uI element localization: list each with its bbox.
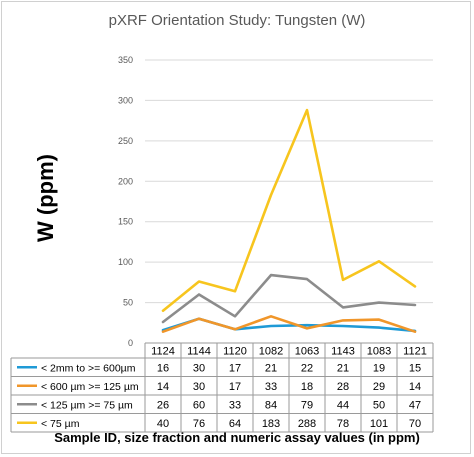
- x-tick-label: 1121: [403, 346, 427, 358]
- x-tick-label: 1083: [367, 346, 391, 358]
- data-label: 22: [301, 362, 313, 374]
- data-label: 26: [157, 399, 169, 411]
- data-label: 33: [229, 399, 241, 411]
- data-label: 64: [229, 418, 241, 430]
- x-tick-label: 1143: [331, 346, 355, 358]
- data-label: 14: [409, 381, 421, 393]
- y-tick-label: 350: [118, 55, 133, 65]
- legend-label: < 125 µm >= 75 µm: [41, 399, 133, 411]
- data-label: 40: [157, 418, 169, 430]
- data-label: 19: [373, 362, 385, 374]
- y-tick-label: 0: [128, 338, 133, 348]
- series-line: [161, 273, 417, 324]
- y-tick-label: 150: [118, 217, 133, 227]
- data-label: 28: [337, 381, 349, 393]
- y-tick-label: 100: [118, 257, 133, 267]
- y-tick-label: 200: [118, 176, 133, 186]
- data-label: 70: [409, 418, 421, 430]
- data-label: 17: [229, 362, 241, 374]
- series-line: [161, 108, 417, 313]
- data-label: 21: [265, 362, 277, 374]
- data-label: 76: [193, 418, 205, 430]
- series-line: [161, 314, 417, 334]
- legend-label: < 600 µm >= 125 µm: [41, 381, 139, 393]
- data-label: 84: [265, 399, 277, 411]
- x-tick-label: 1124: [151, 346, 175, 358]
- data-label: 33: [265, 381, 277, 393]
- x-tick-label: 1063: [295, 346, 319, 358]
- data-label: 17: [229, 381, 241, 393]
- y-tick-label: 250: [118, 136, 133, 146]
- data-label: 29: [373, 381, 385, 393]
- x-tick-label: 1120: [223, 346, 247, 358]
- legend-label: < 75 µm: [41, 418, 80, 430]
- legend-label: < 2mm to >= 600µm: [41, 362, 136, 374]
- data-label: 30: [193, 381, 205, 393]
- y-tick-label: 50: [123, 298, 133, 308]
- data-label: 288: [298, 418, 316, 430]
- x-axis-label: Sample ID, size fraction and numeric ass…: [54, 430, 420, 445]
- data-label: 79: [301, 399, 313, 411]
- data-label: 60: [193, 399, 205, 411]
- data-label: 15: [409, 362, 421, 374]
- data-label: 44: [337, 399, 349, 411]
- data-label: 183: [262, 418, 280, 430]
- data-label: 18: [301, 381, 313, 393]
- data-label: 21: [337, 362, 349, 374]
- x-tick-label: 1082: [259, 346, 283, 358]
- data-label: 47: [409, 399, 421, 411]
- y-tick-label: 300: [118, 95, 133, 105]
- data-label: 30: [193, 362, 205, 374]
- x-tick-label: 1144: [187, 346, 211, 358]
- data-label: 50: [373, 399, 385, 411]
- data-label: 101: [370, 418, 388, 430]
- chart-title: pXRF Orientation Study: Tungsten (W): [108, 12, 366, 29]
- data-label: 16: [157, 362, 169, 374]
- data-label: 78: [337, 418, 349, 430]
- data-label: 14: [157, 381, 169, 393]
